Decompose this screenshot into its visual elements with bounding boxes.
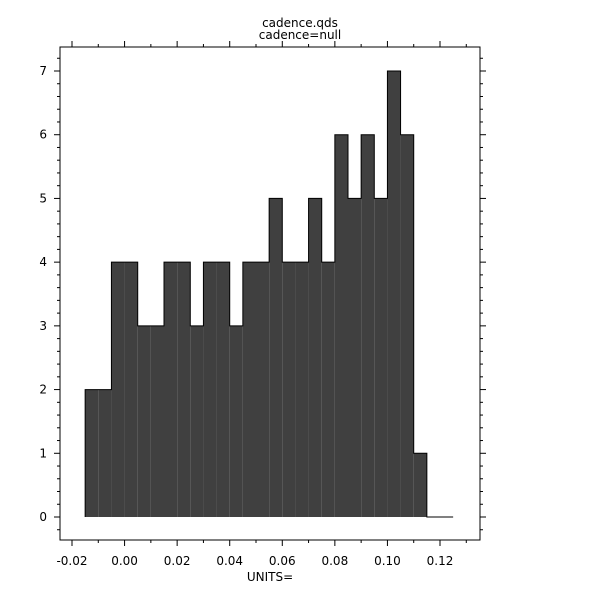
histogram-bar: [111, 262, 125, 517]
histogram-bar: [177, 262, 191, 517]
histogram-outline: [84, 70, 454, 518]
y-tick-label: 6: [39, 128, 47, 142]
x-tick-label: 0.10: [374, 554, 401, 568]
histogram-bar: [190, 325, 204, 517]
histogram-bar: [216, 262, 230, 517]
histogram-bar: [203, 262, 217, 517]
histogram-bar: [321, 262, 335, 517]
histogram-bar: [374, 198, 388, 517]
x-axis-label: UNITS=: [246, 570, 294, 584]
y-tick-label: 4: [39, 255, 47, 269]
y-tick-label: 2: [39, 383, 47, 397]
histogram-bar: [98, 389, 112, 517]
x-tick-label: 0.02: [164, 554, 191, 568]
y-tick-label: 3: [39, 319, 47, 333]
histogram-bar: [137, 325, 151, 517]
histogram-bar: [387, 71, 401, 517]
y-tick-label: 5: [39, 191, 47, 205]
histogram-bar: [348, 198, 362, 517]
histogram-bar: [229, 325, 243, 517]
histogram-bar: [256, 262, 270, 517]
histogram-bar: [308, 198, 322, 517]
histogram-bar: [150, 325, 164, 517]
histogram-bar: [334, 134, 348, 517]
histogram-bar: [413, 453, 427, 517]
x-tick-label: 0.06: [269, 554, 296, 568]
chart-title: cadence.qds: [262, 16, 338, 30]
histogram-bar: [282, 262, 296, 517]
histogram-bar: [400, 134, 414, 517]
histogram-bar: [124, 262, 138, 517]
chart-subtitle: cadence=null: [258, 28, 342, 42]
x-tick-label: 0.04: [216, 554, 243, 568]
histogram-bar: [85, 389, 99, 517]
histogram-bar: [295, 262, 309, 517]
x-tick-label: -0.02: [56, 554, 87, 568]
x-tick-label: 0.00: [111, 554, 138, 568]
plot-frame: [59, 46, 481, 541]
x-tick-label: 0.12: [427, 554, 454, 568]
histogram-bar: [242, 262, 256, 517]
histogram-bar: [164, 262, 178, 517]
y-tick-label: 0: [39, 510, 47, 524]
y-tick-label: 7: [39, 64, 47, 78]
histogram-bar: [361, 134, 375, 517]
y-tick-label: 1: [39, 446, 47, 460]
histogram-bar: [269, 198, 283, 517]
x-tick-label: 0.08: [321, 554, 348, 568]
